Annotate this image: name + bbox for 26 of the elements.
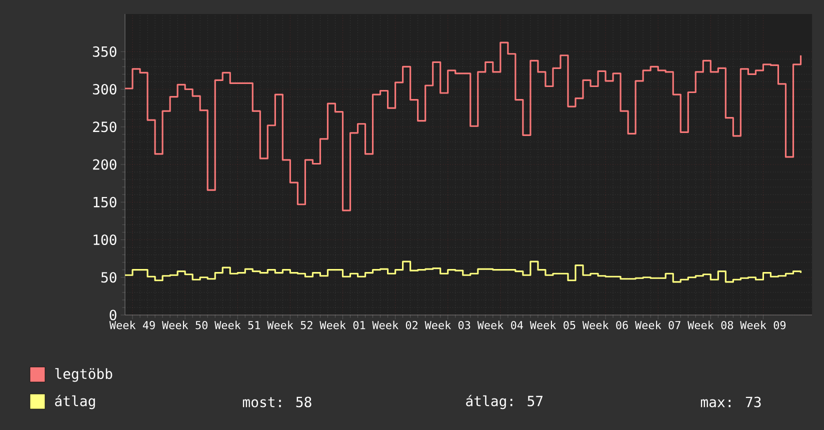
- x-tick-label: Week 08: [688, 320, 734, 330]
- x-tick-label: Week 02: [372, 320, 418, 330]
- text: most: 58: [242, 396, 312, 408]
- y-tick-label: 150: [94, 196, 116, 208]
- legend-label: legtöbb: [55, 368, 112, 382]
- x-tick-label: Week 07: [635, 320, 680, 330]
- x-tick-label: Week 50: [162, 320, 208, 330]
- y-tick-label: 300: [92, 84, 116, 95]
- x-tick-label: Week 51: [214, 320, 260, 330]
- y-tick-label: 100: [94, 234, 116, 246]
- x-tick-label: Week 52: [267, 320, 312, 330]
- x-tick-label: Week 49: [109, 320, 155, 330]
- text: max: 73: [700, 396, 761, 408]
- y-tick-label: 200: [93, 159, 116, 170]
- x-tick-label: Week 03: [424, 320, 470, 330]
- x-tick-label: Week 06: [582, 320, 628, 330]
- legend-label: átlag: [55, 394, 95, 410]
- x-tick-label: Week 01: [320, 320, 366, 330]
- x-tick-label: Week 09: [740, 320, 786, 330]
- x-tick-label: Week 04: [477, 320, 523, 330]
- x-tick-label: Week 05: [530, 320, 576, 330]
- y-tick-label: 0: [110, 310, 116, 320]
- y-tick-label: 250: [93, 122, 116, 132]
- text: átlag: 57: [466, 394, 543, 410]
- y-tick-label: 50: [101, 272, 116, 283]
- y-tick-label: 350: [92, 46, 116, 57]
